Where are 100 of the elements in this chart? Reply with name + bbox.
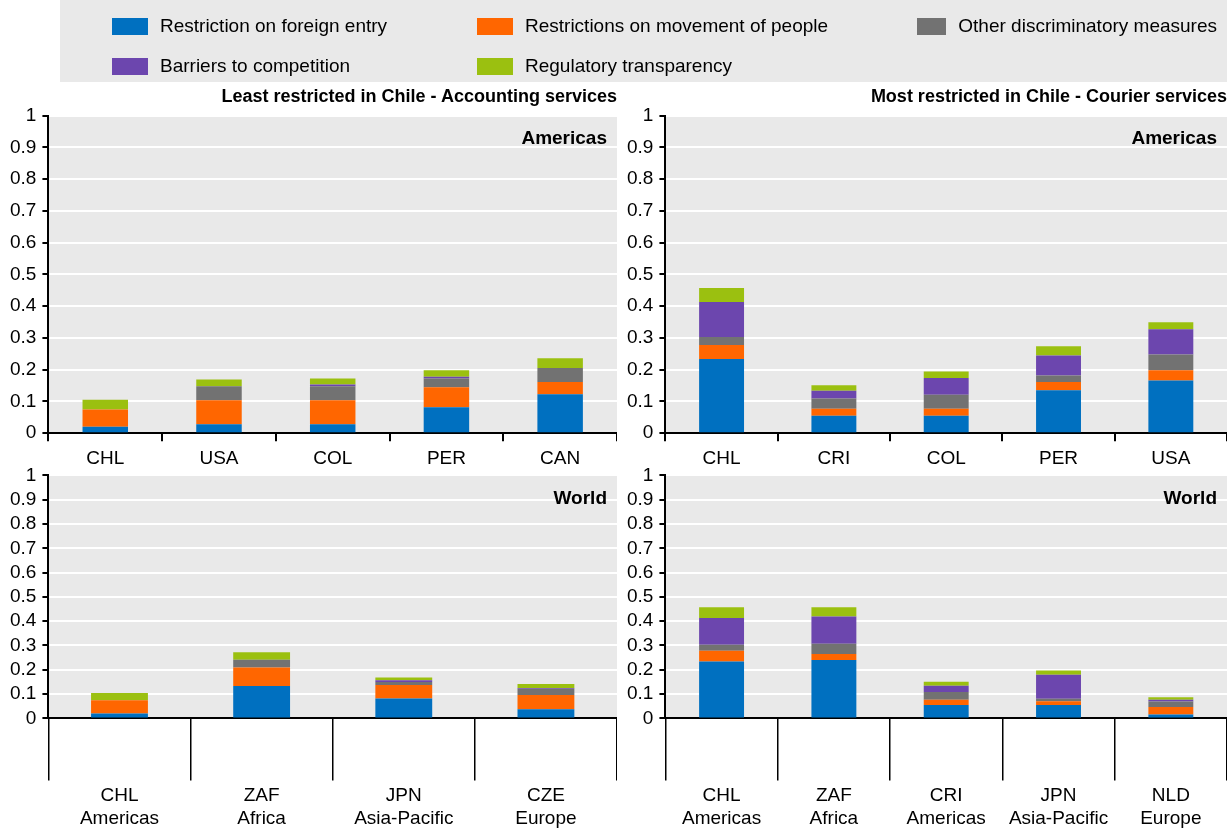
y-tick-label: 0 [642, 421, 654, 443]
bar [517, 709, 575, 718]
bar [811, 398, 857, 409]
x-tick-label: USA [1151, 446, 1191, 468]
bar [699, 618, 745, 645]
x-tick-label: CHL Americas [79, 784, 160, 828]
y-tick-label: 0.3 [626, 326, 654, 348]
bar [1148, 380, 1194, 433]
bar [699, 336, 745, 345]
bar [811, 660, 857, 718]
bar [309, 424, 356, 433]
bar [923, 685, 969, 692]
bar [923, 699, 969, 706]
y-tick-label: 0.4 [9, 294, 37, 316]
bar [309, 400, 356, 425]
bar [537, 358, 583, 369]
x-tick-label: ZAF Africa [237, 784, 287, 828]
y-tick-label: 0.8 [9, 512, 37, 534]
bar [309, 386, 356, 401]
chart-title: Least restricted in Chile - Accounting services [221, 85, 617, 106]
bar [82, 409, 129, 427]
bar [811, 385, 857, 391]
x-tick-label: JPN Asia-Pacific [1008, 784, 1109, 828]
y-tick-label: 0.7 [626, 199, 654, 221]
bar [1148, 329, 1194, 355]
y-tick-label: 0.2 [626, 357, 654, 379]
bar [91, 700, 148, 714]
x-tick-label: CHL [86, 446, 125, 468]
x-tick-label: PER [1038, 446, 1079, 468]
bar [1036, 346, 1081, 356]
bar [423, 378, 470, 388]
legend-label: Regulatory transparency [525, 55, 732, 77]
bar [1036, 674, 1081, 699]
y-tick-label: 0.7 [9, 199, 37, 221]
bar [923, 371, 969, 378]
bar [82, 426, 129, 433]
bar [811, 408, 857, 416]
bar [233, 686, 291, 718]
bar [375, 698, 433, 718]
y-tick-label: 0.3 [9, 633, 37, 655]
y-tick-label: 0.4 [626, 294, 654, 316]
bar [811, 643, 857, 655]
y-tick-label: 1 [25, 463, 37, 485]
y-tick-label: 0.2 [9, 658, 37, 680]
bar [1148, 354, 1194, 371]
bar [1036, 355, 1081, 376]
bar [233, 667, 291, 687]
bar [923, 394, 969, 409]
bar [517, 689, 575, 696]
y-tick-label: 0.9 [9, 135, 37, 157]
bar [1148, 701, 1194, 707]
x-tick-label: CAN [540, 446, 581, 468]
bar [1036, 705, 1081, 718]
y-tick-label: 0.6 [9, 560, 37, 582]
bar [82, 399, 129, 410]
bar [375, 685, 433, 699]
y-tick-label: 0.6 [9, 230, 37, 252]
bar [517, 683, 575, 689]
x-tick-label: USA [199, 446, 239, 468]
y-tick-label: 0.5 [626, 585, 654, 607]
bar [1036, 390, 1081, 433]
legend-label: Barriers to competition [160, 55, 351, 77]
annotation: Americas [1131, 127, 1217, 149]
x-tick-label: CRI Americas [906, 784, 986, 828]
bar [923, 681, 969, 686]
annotation: Americas [521, 127, 607, 149]
x-tick-label: NLD Europe [1140, 784, 1202, 828]
bar [423, 370, 470, 377]
bar [699, 302, 745, 337]
bar [923, 377, 969, 395]
x-tick-label: CRI [817, 446, 851, 468]
y-tick-label: 1 [642, 463, 654, 485]
bar [537, 368, 583, 383]
y-tick-label: 0.3 [626, 633, 654, 655]
x-tick-label: ZAF Africa [809, 784, 859, 828]
bar [699, 288, 745, 303]
y-tick-label: 1 [642, 103, 654, 125]
bar [811, 616, 857, 644]
y-tick-label: 0.2 [626, 658, 654, 680]
bar [233, 652, 291, 660]
bar [1036, 375, 1081, 383]
bar [1036, 670, 1081, 675]
bar [923, 408, 969, 416]
y-tick-label: 0.6 [626, 560, 654, 582]
bar [1036, 701, 1081, 706]
bar [811, 390, 857, 399]
y-tick-label: 0.1 [9, 389, 37, 411]
x-tick-label: CHL [702, 446, 741, 468]
bar [196, 386, 242, 401]
bar [1148, 322, 1194, 330]
y-tick-label: 0.4 [9, 609, 37, 631]
bar [1036, 382, 1081, 391]
bar [699, 644, 745, 651]
legend-label: Other discriminatory measures [958, 15, 1217, 37]
x-tick-label: JPN Asia-Pacific [354, 784, 454, 828]
y-tick-label: 0 [25, 421, 37, 443]
y-tick-label: 0.1 [9, 682, 37, 704]
x-tick-label: COL [926, 446, 966, 468]
bar [423, 407, 470, 433]
bar [537, 382, 583, 395]
